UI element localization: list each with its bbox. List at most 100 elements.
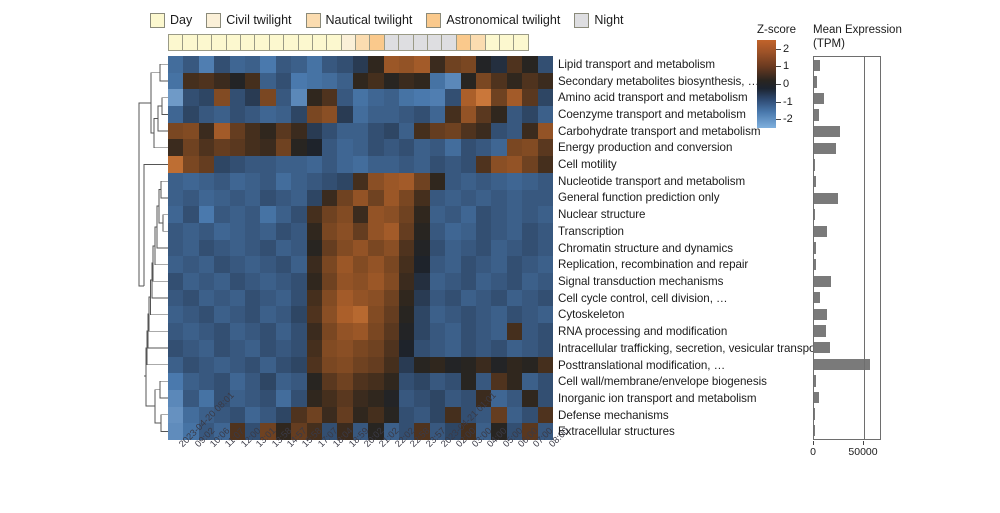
annotation-cell <box>297 34 313 51</box>
heatmap-cell <box>368 222 384 240</box>
heatmap-cell <box>368 373 384 390</box>
heatmap-cell <box>383 106 399 123</box>
heatmap-cell <box>414 289 430 307</box>
heatmap-cell <box>383 273 399 290</box>
heatmap-cell <box>537 89 553 107</box>
heatmap-cell <box>475 306 492 324</box>
mean-expression-axis-tick-label: 0 <box>810 446 816 458</box>
heatmap-cell <box>198 423 215 440</box>
heatmap-cell <box>352 323 369 340</box>
heatmap-cell <box>321 289 338 307</box>
heatmap-cell <box>429 172 446 190</box>
heatmap-cell <box>368 56 384 73</box>
annotation-cell <box>369 34 385 51</box>
heatmap-cell <box>244 156 261 173</box>
heatmap-cell <box>368 206 384 223</box>
zscore-colorbar <box>757 40 776 128</box>
heatmap-cell <box>306 72 322 90</box>
heatmap-cell <box>337 273 353 290</box>
heatmap-cell <box>460 156 476 173</box>
heatmap-cell <box>398 89 415 107</box>
heatmap-cell <box>460 139 476 157</box>
heatmap-cell <box>414 239 430 257</box>
phase-legend-item-civil-twilight: Civil twilight <box>206 12 292 28</box>
heatmap-cell <box>183 89 199 107</box>
heatmap-cell <box>522 206 538 223</box>
heatmap-cell <box>537 339 553 357</box>
heatmap-cell <box>337 189 353 207</box>
heatmap-cell <box>337 122 353 140</box>
heatmap-cell <box>398 189 415 207</box>
heatmap-cell <box>352 406 369 424</box>
mean-expression-bar <box>814 408 815 420</box>
heatmap-cell <box>291 122 307 140</box>
heatmap-cell <box>475 389 492 407</box>
heatmap-cell <box>229 273 245 290</box>
zscore-legend: Z-score 2 1 0 -1 -2 <box>757 24 813 128</box>
heatmap-cell <box>337 339 353 357</box>
mean-expression-row <box>814 339 880 356</box>
heatmap-cell <box>321 222 338 240</box>
heatmap-cell <box>414 122 430 140</box>
annotation-cell <box>268 34 285 51</box>
heatmap-cell <box>522 56 538 73</box>
heatmap-cell <box>506 189 523 207</box>
heatmap-cell <box>291 172 307 190</box>
heatmap-cell <box>321 356 338 374</box>
heatmap-cell <box>429 156 446 173</box>
mean-expression-row <box>814 57 880 74</box>
heatmap-cell <box>337 72 353 90</box>
heatmap-cell <box>352 306 369 324</box>
heatmap-cell <box>429 239 446 257</box>
heatmap-cell <box>445 306 461 324</box>
heatmap-cell <box>398 56 415 73</box>
heatmap-cell <box>183 373 199 390</box>
heatmap-cell <box>398 289 415 307</box>
heatmap-cell <box>183 156 199 173</box>
heatmap-cell <box>445 289 461 307</box>
heatmap-cell <box>229 289 245 307</box>
heatmap-cell <box>214 89 230 107</box>
zscore-colorbar-wrap: 2 1 0 -1 -2 <box>757 40 809 128</box>
mean-expression-row <box>814 223 880 240</box>
heatmap-cell <box>522 89 538 107</box>
heatmap-cell <box>414 339 430 357</box>
heatmap-cell <box>383 89 399 107</box>
heatmap-cell <box>229 406 245 424</box>
heatmap-cell <box>537 356 553 374</box>
heatmap-cell <box>229 239 245 257</box>
heatmap-cell <box>321 122 338 140</box>
heatmap-cell <box>414 356 430 374</box>
heatmap-cell <box>306 323 322 340</box>
heatmap-cell <box>475 289 492 307</box>
heatmap-cell <box>537 423 553 440</box>
heatmap-cell <box>445 406 461 424</box>
heatmap-cell <box>168 239 184 257</box>
heatmap-cell <box>398 323 415 340</box>
heatmap-cell <box>522 139 538 157</box>
heatmap-cell <box>506 339 523 357</box>
heatmap-cell <box>244 389 261 407</box>
heatmap-cell <box>306 289 322 307</box>
heatmap-cell <box>244 56 261 73</box>
heatmap-cell <box>368 289 384 307</box>
heatmap-cell <box>244 273 261 290</box>
annotation-cell <box>211 34 227 51</box>
mean-expression-bar <box>814 225 827 238</box>
heatmap-cell <box>491 406 507 424</box>
phase-legend: Day Civil twilight Nautical twilight Astron… <box>150 10 638 30</box>
mean-expression-bar <box>814 59 821 71</box>
heatmap-cell <box>198 172 215 190</box>
annotation-cell <box>168 34 184 51</box>
heatmap-cell <box>398 206 415 223</box>
heatmap-cell <box>475 206 492 223</box>
row-label: Coenzyme transport and metabolism <box>558 107 746 121</box>
zscore-tick-label: 1 <box>783 60 790 73</box>
heatmap-cell <box>398 423 415 440</box>
mean-expression-bar <box>814 308 827 321</box>
heatmap-cell <box>506 106 523 123</box>
heatmap-cell <box>337 356 353 374</box>
heatmap-cell <box>291 373 307 390</box>
heatmap-cell <box>414 156 430 173</box>
heatmap-cell <box>337 139 353 157</box>
